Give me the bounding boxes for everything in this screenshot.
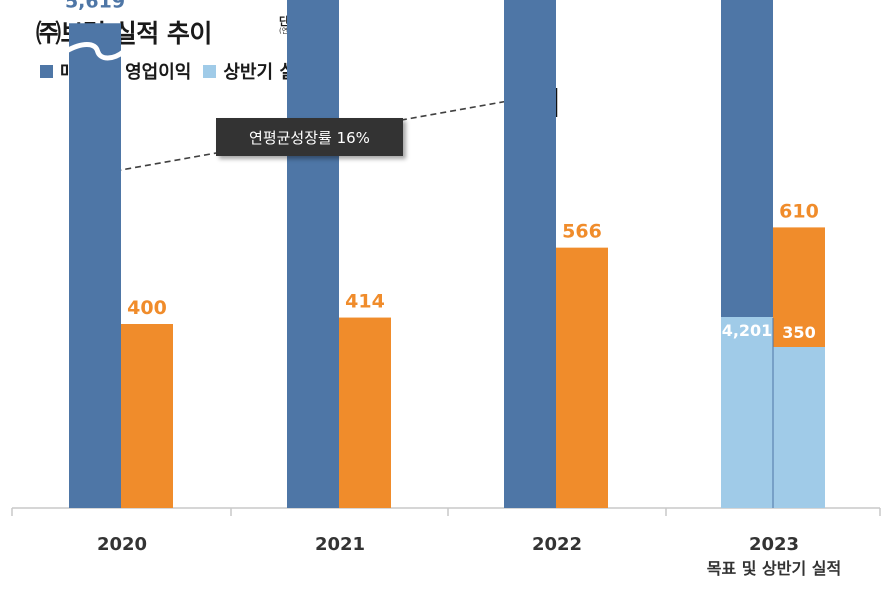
bar-operating-profit-2021 — [339, 317, 391, 508]
bar-sales-2020 — [69, 23, 121, 508]
bar-sales-2022 — [504, 0, 556, 509]
axis-break-wave — [64, 42, 126, 61]
x-tick-label-2023: 2023 — [749, 534, 799, 555]
bar-h1-operating-profit-2023 — [773, 347, 825, 508]
x-tick-label-2020: 2020 — [97, 534, 147, 555]
legend-swatch-h1-results — [203, 64, 217, 78]
label-operating-profit-2023: 610 — [779, 200, 819, 222]
x-tick-label-2021: 2021 — [315, 534, 365, 555]
label-sales-2020: 5,619 — [65, 0, 125, 12]
cagr-callout: 연평균성장률 16% — [216, 118, 403, 156]
bar-h1-sales-2023 — [721, 317, 773, 508]
label-operating-profit-2021: 414 — [345, 291, 385, 313]
legend-label-operating-profit: 영업이익 — [125, 62, 192, 83]
label-h1-operating-profit-2023: 350 — [782, 323, 815, 342]
label-h1-sales-2023: 4,201 — [722, 321, 773, 340]
bar-operating-profit-2020 — [121, 324, 173, 508]
x-tick-label-2022: 2022 — [532, 534, 582, 555]
label-operating-profit-2020: 400 — [127, 297, 167, 319]
legend-swatch-sales — [40, 64, 53, 78]
chart-title: ㈜보령 실적 추이 — [36, 19, 212, 48]
bar-operating-profit-2022 — [556, 247, 608, 508]
bar-sales-2021 — [287, 0, 339, 509]
label-operating-profit-2022: 566 — [562, 221, 602, 243]
x-tick-sublabel-2023: 목표 및 상반기 실적 — [707, 559, 841, 578]
